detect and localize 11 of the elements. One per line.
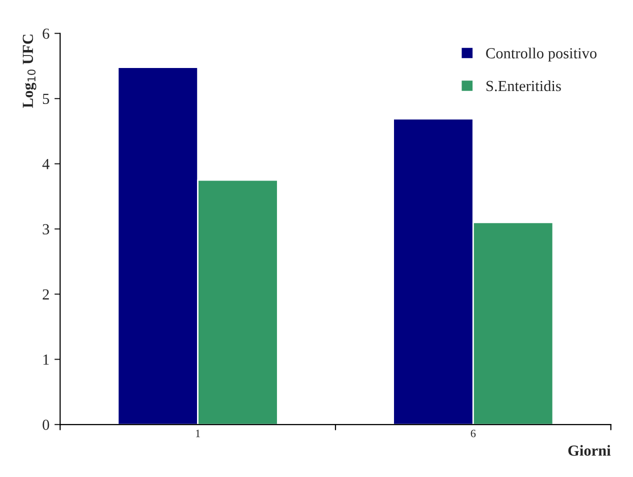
y-tick-label: 6 [42, 28, 50, 39]
y-tick-label: 1 [43, 354, 49, 365]
x-axis-title: Giorni [568, 445, 611, 456]
y-tick-label: 0 [42, 420, 50, 430]
y-tick-label: 5 [42, 94, 50, 104]
legend-label: S.Enteritidis [486, 80, 561, 92]
y-tick-label: 2 [42, 289, 49, 300]
legend-label: Controllo positivo [486, 48, 597, 62]
y-tick-label: 4 [42, 159, 50, 170]
y-tick-label: 3 [42, 224, 50, 234]
y-axis-title: Log$_{10}$ UFC [22, 34, 36, 108]
